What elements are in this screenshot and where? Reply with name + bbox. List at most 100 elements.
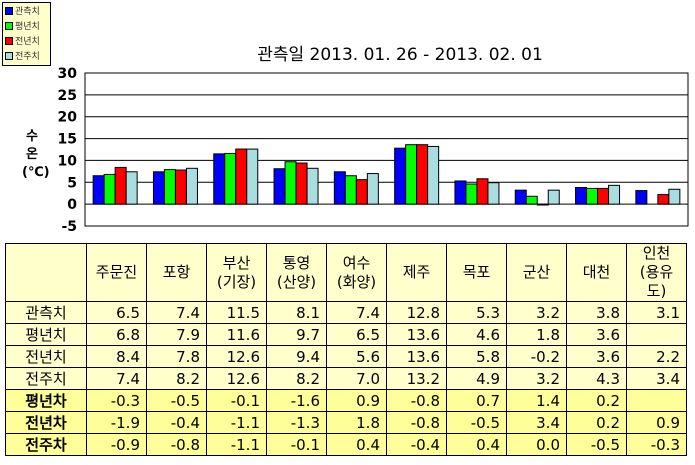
column-header: 통영 (산양) (266, 243, 327, 302)
value-cell: 3.4 (506, 411, 567, 434)
bar-평년치 (344, 175, 357, 205)
value-cell: 2.2 (626, 345, 687, 368)
bar-전주치 (487, 182, 500, 205)
bar-관측치 (454, 180, 467, 205)
value-cell: -1.3 (266, 411, 327, 434)
value-cell: 7.0 (326, 367, 387, 390)
legend-label: 전년치 (15, 37, 40, 47)
value-cell: 5.3 (446, 301, 507, 324)
value-cell: 0.2 (566, 411, 627, 434)
value-cell: 13.2 (386, 367, 447, 390)
station-name: 목포 (462, 263, 491, 281)
value-cell: 7.9 (146, 323, 207, 346)
value-cell: 3.2 (506, 301, 567, 324)
value-cell: 13.6 (386, 323, 447, 346)
value-cell: -0.1 (266, 433, 327, 456)
value-cell: -0.4 (146, 411, 207, 434)
legend-item: 관측치 (3, 3, 50, 18)
column-header: 부산 (기장) (206, 243, 267, 302)
value-cell: -0.8 (386, 389, 447, 412)
value-cell: 4.6 (446, 323, 507, 346)
row-label: 관측치 (5, 301, 87, 324)
value-cell: 0.7 (446, 389, 507, 412)
bar-전년치 (295, 162, 308, 205)
value-cell: 11.5 (206, 301, 267, 324)
legend-label: 관측치 (15, 7, 40, 17)
value-cell: 5.6 (326, 345, 387, 368)
value-cell: 3.4 (626, 367, 687, 390)
bar-관측치 (92, 175, 105, 205)
value-cell: 12.6 (206, 345, 267, 368)
bar-chart: 30 25 20 15 10 5 0 -5 (58, 66, 689, 235)
bar-전년치 (235, 148, 248, 205)
bar-평년치 (224, 152, 237, 205)
column-header: 인천 (용유도) (626, 243, 687, 302)
bar-관측치 (333, 171, 346, 205)
column-header: 목포 (446, 243, 507, 302)
y-tick-label: 0 (67, 197, 77, 213)
value-cell: -0.8 (386, 411, 447, 434)
bar-전년치 (657, 194, 670, 205)
value-cell: 1.8 (326, 411, 387, 434)
bar-전주치 (306, 167, 319, 205)
value-cell: -0.3 (86, 389, 147, 412)
value-cell: 0.9 (626, 411, 687, 434)
value-cell (626, 389, 687, 412)
row-label: 전년차 (5, 411, 87, 434)
table-row: 평년치 6.8 7.9 11.6 9.7 6.5 13.6 4.6 1.8 3.6 (5, 323, 687, 346)
column-header: 주문진 (86, 243, 147, 302)
bar-전년치 (114, 166, 127, 205)
y-tick-label: 15 (58, 132, 77, 148)
y-tick-label: -5 (61, 219, 77, 235)
value-cell: 4.3 (566, 367, 627, 390)
table-row: 전년차 -1.9 -0.4 -1.1 -1.3 1.8 -0.8 -0.5 3.4 0.2 0.9 (5, 411, 687, 434)
bar-관측치 (394, 147, 407, 205)
value-cell: 8.2 (146, 367, 207, 390)
station-name: 부산 (222, 253, 251, 272)
bar-평년치 (465, 183, 478, 205)
station-name: 포항 (162, 263, 191, 281)
table-row: 전년치 8.4 7.8 12.6 9.4 5.6 13.6 5.8 -0.2 3.6 2.2 (5, 345, 687, 368)
value-cell: 8.4 (86, 345, 147, 368)
value-cell: 1.8 (506, 323, 567, 346)
bar-평년치 (586, 187, 599, 205)
bar-관측치 (635, 190, 648, 205)
value-cell: 3.1 (626, 301, 687, 324)
row-label: 평년차 (5, 389, 87, 412)
value-cell: 0.4 (326, 433, 387, 456)
legend-swatch (5, 51, 13, 60)
value-cell: 7.8 (146, 345, 207, 368)
value-cell: 0.2 (566, 389, 627, 412)
bar-전년치 (355, 179, 368, 205)
legend-item: 전주치 (3, 48, 50, 63)
value-cell: 3.8 (566, 301, 627, 324)
legend-label: 전주치 (15, 52, 40, 62)
legend-swatch (5, 6, 13, 15)
legend-label: 평년치 (15, 22, 40, 32)
bar-관측치 (273, 168, 286, 205)
value-cell: 0.4 (446, 433, 507, 456)
value-cell: -0.5 (566, 433, 627, 456)
value-cell: 0.0 (506, 433, 567, 456)
value-cell: -0.4 (386, 433, 447, 456)
column-header: 대천 (566, 243, 627, 302)
station-name: 대천 (582, 263, 611, 281)
bar-전년치 (476, 178, 489, 205)
bar-관측치 (514, 189, 527, 205)
legend-swatch (5, 36, 13, 45)
row-label: 전년치 (5, 345, 87, 368)
value-cell: -1.6 (266, 389, 327, 412)
value-cell: 8.2 (266, 367, 327, 390)
y-tick-label: 30 (58, 66, 78, 82)
bar-관측치 (575, 187, 588, 205)
value-cell (626, 323, 687, 346)
value-cell: 12.8 (386, 301, 447, 324)
station-name: 주문진 (95, 263, 138, 281)
value-cell: 6.5 (86, 301, 147, 324)
column-header: 제주 (386, 243, 447, 302)
row-label: 전주차 (5, 433, 87, 456)
bar-평년치 (284, 161, 297, 205)
data-table: 주문진 포항 부산 (기장) 통영 (산양) 여수 (화양) 제주 목포 군산 대천 인천 (용유도) 관측… (5, 243, 687, 456)
legend-swatch (5, 21, 13, 30)
value-cell: 3.2 (506, 367, 567, 390)
